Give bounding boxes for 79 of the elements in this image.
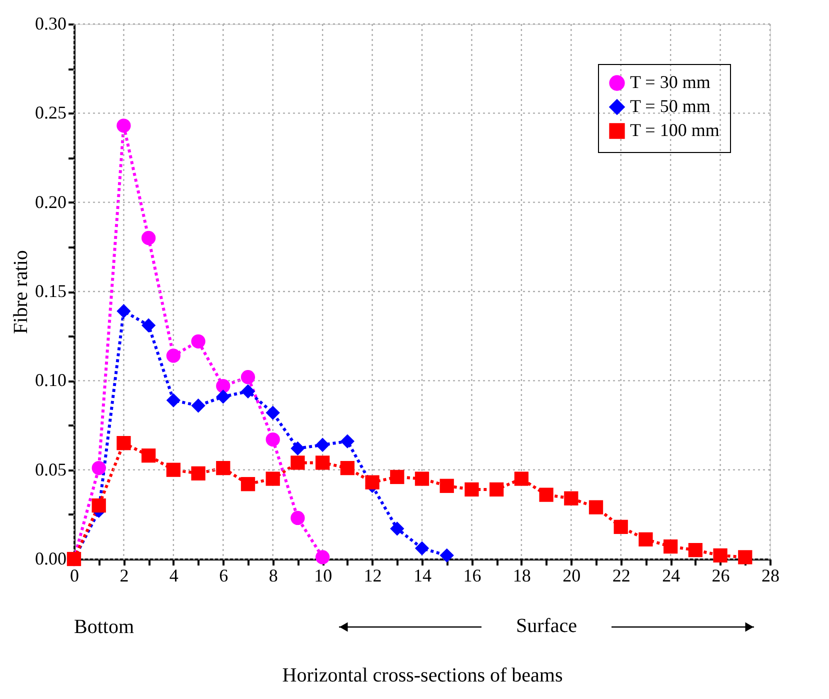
point [216,460,230,476]
y-tick-label: 0.15 [35,281,66,301]
point [266,472,280,486]
x-tick-label: 26 [712,566,730,586]
x-tick-label: 6 [219,566,228,586]
y-tick-label: 0.10 [35,370,66,390]
point [116,436,131,450]
x-tick-label: 16 [463,566,482,586]
point [414,472,430,486]
x-tick-label: 24 [662,566,680,586]
point [92,460,106,476]
point [266,406,280,420]
point [290,510,305,526]
point [316,550,330,564]
point [390,522,404,536]
point [514,472,528,486]
point [166,462,180,477]
point [116,118,131,133]
point [713,548,728,563]
x-tick-label: 8 [268,566,278,586]
point [92,498,106,513]
point [440,548,454,563]
point [390,470,404,484]
legend-label: T = 30 mm [630,72,710,92]
x-tick-label: 12 [364,566,382,586]
point [340,434,354,448]
point [316,456,330,470]
point [166,348,180,363]
x-tick-label: 4 [169,566,178,586]
point [240,477,256,492]
point [142,318,156,332]
text: Surface [516,615,578,637]
y-axis-title: Fibre ratio [10,250,32,334]
point [216,390,230,404]
x-tick-label: 28 [762,566,780,586]
point [191,398,206,413]
point [490,482,504,497]
point [216,378,230,394]
point [191,466,206,480]
x-tick-label: 0 [70,566,79,586]
y-tick-label: 0.05 [35,459,66,480]
y-tick-label: 0.00 [35,548,66,568]
point [240,384,256,398]
point [191,334,206,348]
x-axis-title: Horizontal cross-sections of beams [282,664,563,686]
point [614,520,628,534]
point [664,539,678,554]
point [316,438,330,452]
point [539,488,554,502]
point [266,432,280,447]
x-tick-label: 2 [120,566,129,586]
point [738,550,752,564]
point [166,393,180,408]
y-tick-label: 0.30 [35,14,66,34]
point [340,460,354,476]
legend-label: T = 50 mm [630,96,710,116]
legend-label: T = 100 mm [630,120,720,140]
point [564,491,578,506]
x-tick-label: 14 [414,566,432,586]
x-tick-label: 10 [314,566,332,586]
point [142,448,156,463]
y-tick-label: 0.25 [35,102,66,123]
point [688,543,702,558]
point [588,500,604,514]
x-tick-label: 20 [562,566,581,586]
point [290,456,305,470]
point [464,482,479,497]
point [116,304,131,318]
point [638,532,653,546]
x-tick-label: 22 [612,566,630,586]
point [414,541,430,556]
text: Bottom [74,616,134,638]
x-tick-label: 18 [512,566,531,586]
point [290,441,305,456]
point [142,230,156,246]
point [440,478,454,493]
point [240,370,256,384]
y-tick-label: 0.20 [35,192,66,212]
point [365,475,380,490]
